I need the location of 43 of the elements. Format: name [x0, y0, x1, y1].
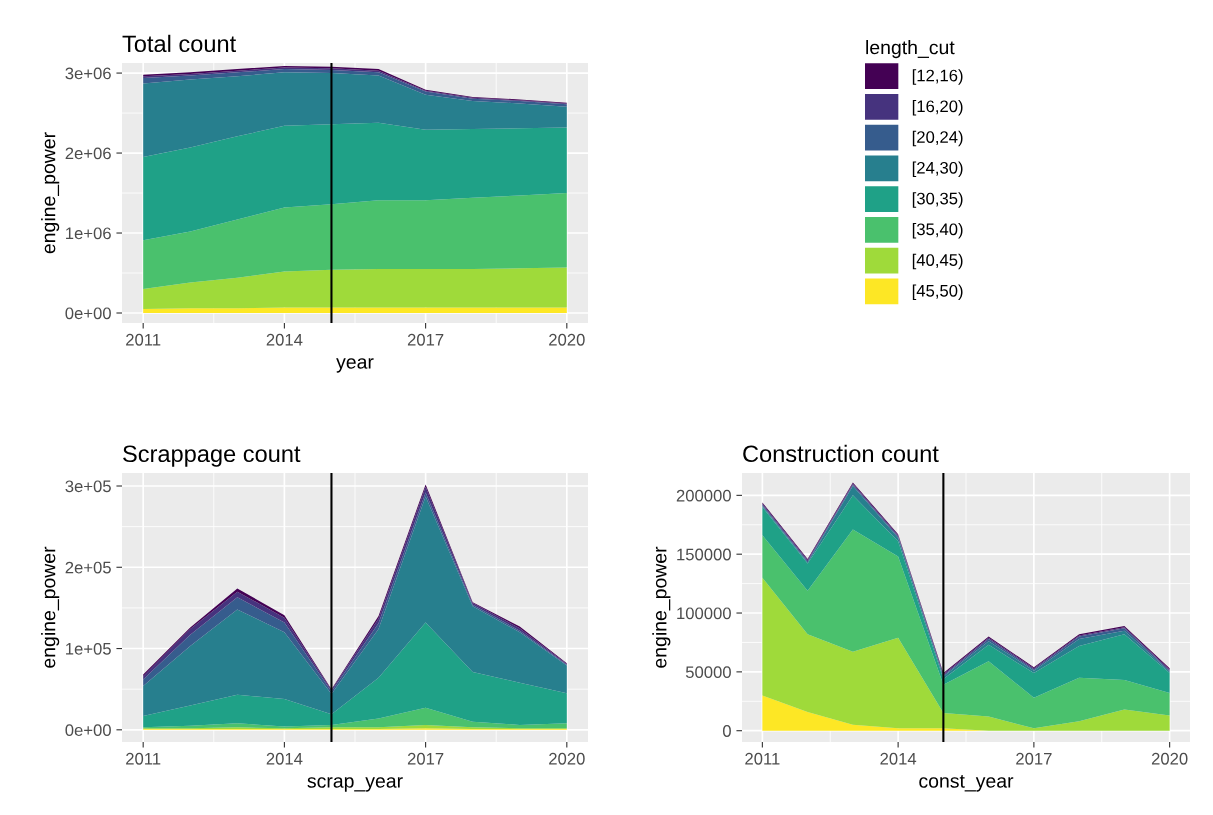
x-axis-title: year: [336, 358, 374, 373]
y-tick-label: 1e+05: [66, 642, 111, 655]
x-tick-label: 2020: [549, 333, 585, 346]
legend-label: [16,20): [912, 99, 963, 116]
x-tick-label: 2014: [880, 752, 917, 765]
x-tick-label: 2011: [745, 752, 780, 765]
x-tick-label: 2011: [126, 752, 161, 765]
y-tick-label: 3e+06: [65, 67, 111, 80]
x-tick-label: 2017: [407, 333, 444, 346]
y-tick-label: 150000: [677, 548, 731, 561]
x-tick-label: 2020: [1151, 752, 1188, 765]
y-tick-label: 3e+05: [65, 480, 111, 493]
y-tick-label: 0e+00: [65, 307, 111, 320]
chart-title: Total count: [122, 34, 237, 53]
x-tick-label: 2017: [1016, 752, 1052, 765]
y-tick-label: 0e+00: [65, 724, 111, 737]
y-tick-label: 1e+06: [66, 227, 111, 240]
legend-label: [35,40): [912, 222, 963, 239]
y-tick-label: 50000: [685, 666, 731, 679]
y-axis-title: engine_power: [652, 546, 671, 668]
y-tick-label: 100000: [677, 607, 731, 620]
chart-title: Scrappage count: [123, 445, 301, 467]
legend-label: [30,35): [912, 192, 963, 208]
x-axis-title: scrap_year: [307, 777, 403, 792]
y-tick-label: 2e+05: [65, 561, 111, 574]
y-tick-label: 0: [722, 725, 731, 737]
x-tick-label: 2011: [126, 333, 161, 346]
legend-title: length_cut: [866, 40, 955, 59]
y-axis-title: engine_power: [41, 546, 60, 668]
x-tick-label: 2017: [407, 752, 444, 765]
x-axis-title: const_year: [919, 775, 1014, 792]
x-tick-label: 2014: [266, 752, 303, 765]
x-tick-label: 2014: [266, 333, 303, 346]
legend-label: [45,50): [912, 284, 963, 300]
legend-label: [20,24): [912, 130, 963, 147]
x-tick-label: 2020: [549, 752, 585, 765]
y-tick-label: 2e+06: [65, 147, 111, 160]
y-tick-label: 200000: [676, 489, 731, 502]
legend-label: [12,16): [912, 69, 963, 85]
y-axis-title: engine_power: [41, 132, 60, 254]
chart-title: Construction count: [743, 444, 939, 463]
legend-label: [40,45): [912, 253, 963, 270]
legend-label: [24,30): [912, 161, 963, 177]
